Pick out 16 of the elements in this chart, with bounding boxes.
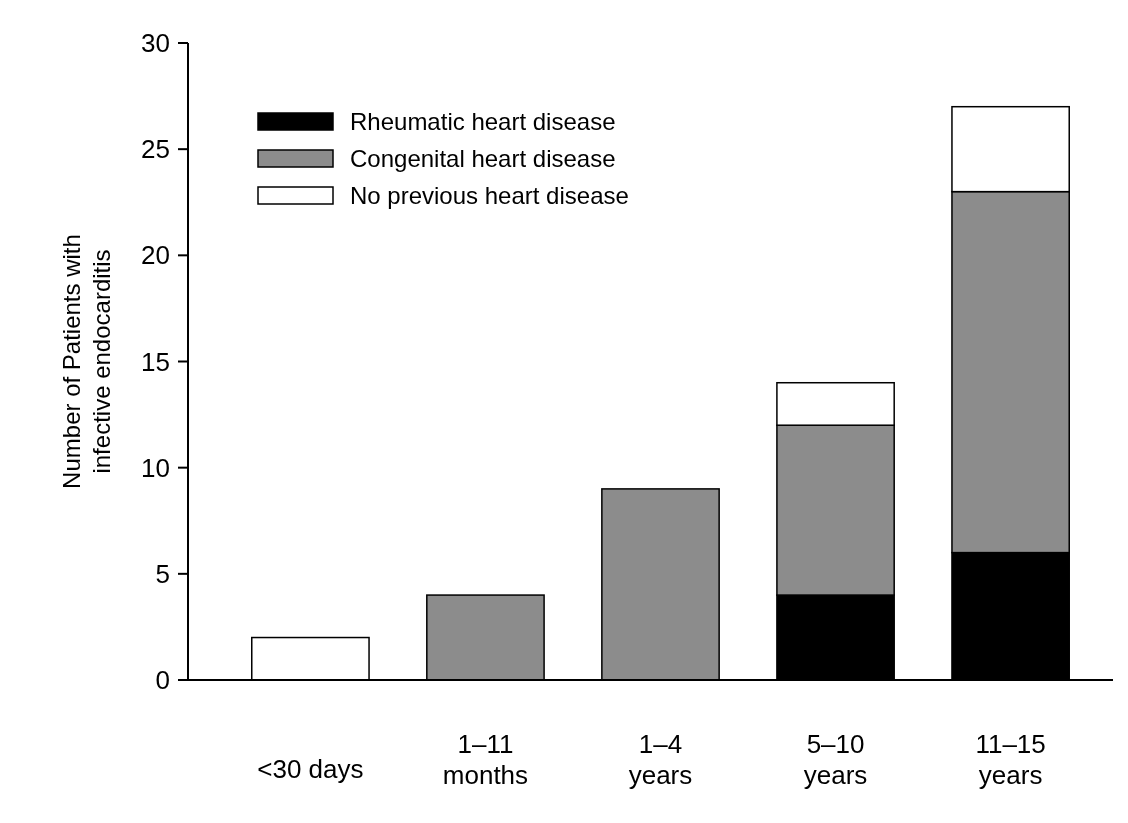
y-tick-label: 20 xyxy=(141,240,170,271)
x-tick-label: 5–10 years xyxy=(803,729,868,790)
y-tick-label: 0 xyxy=(155,665,170,696)
legend-label: No previous heart disease xyxy=(350,182,629,210)
y-tick-label: 10 xyxy=(141,452,170,483)
y-tick-label: 30 xyxy=(141,28,170,59)
y-tick-label: 5 xyxy=(155,558,170,589)
legend-label: Rheumatic heart disease xyxy=(350,108,616,136)
x-tick-label: 11–15 years xyxy=(975,729,1046,790)
y-tick-label: 25 xyxy=(141,134,170,165)
x-tick-label: 1–11 months xyxy=(442,729,529,790)
x-tick-label: <30 days xyxy=(257,754,364,784)
legend-label: Congenital heart disease xyxy=(350,145,616,173)
y-tick-label: 15 xyxy=(141,346,170,377)
x-tick-label: 1–4 years xyxy=(628,729,693,790)
y-axis-title: Number of Patients with infective endocarditis xyxy=(58,234,115,489)
